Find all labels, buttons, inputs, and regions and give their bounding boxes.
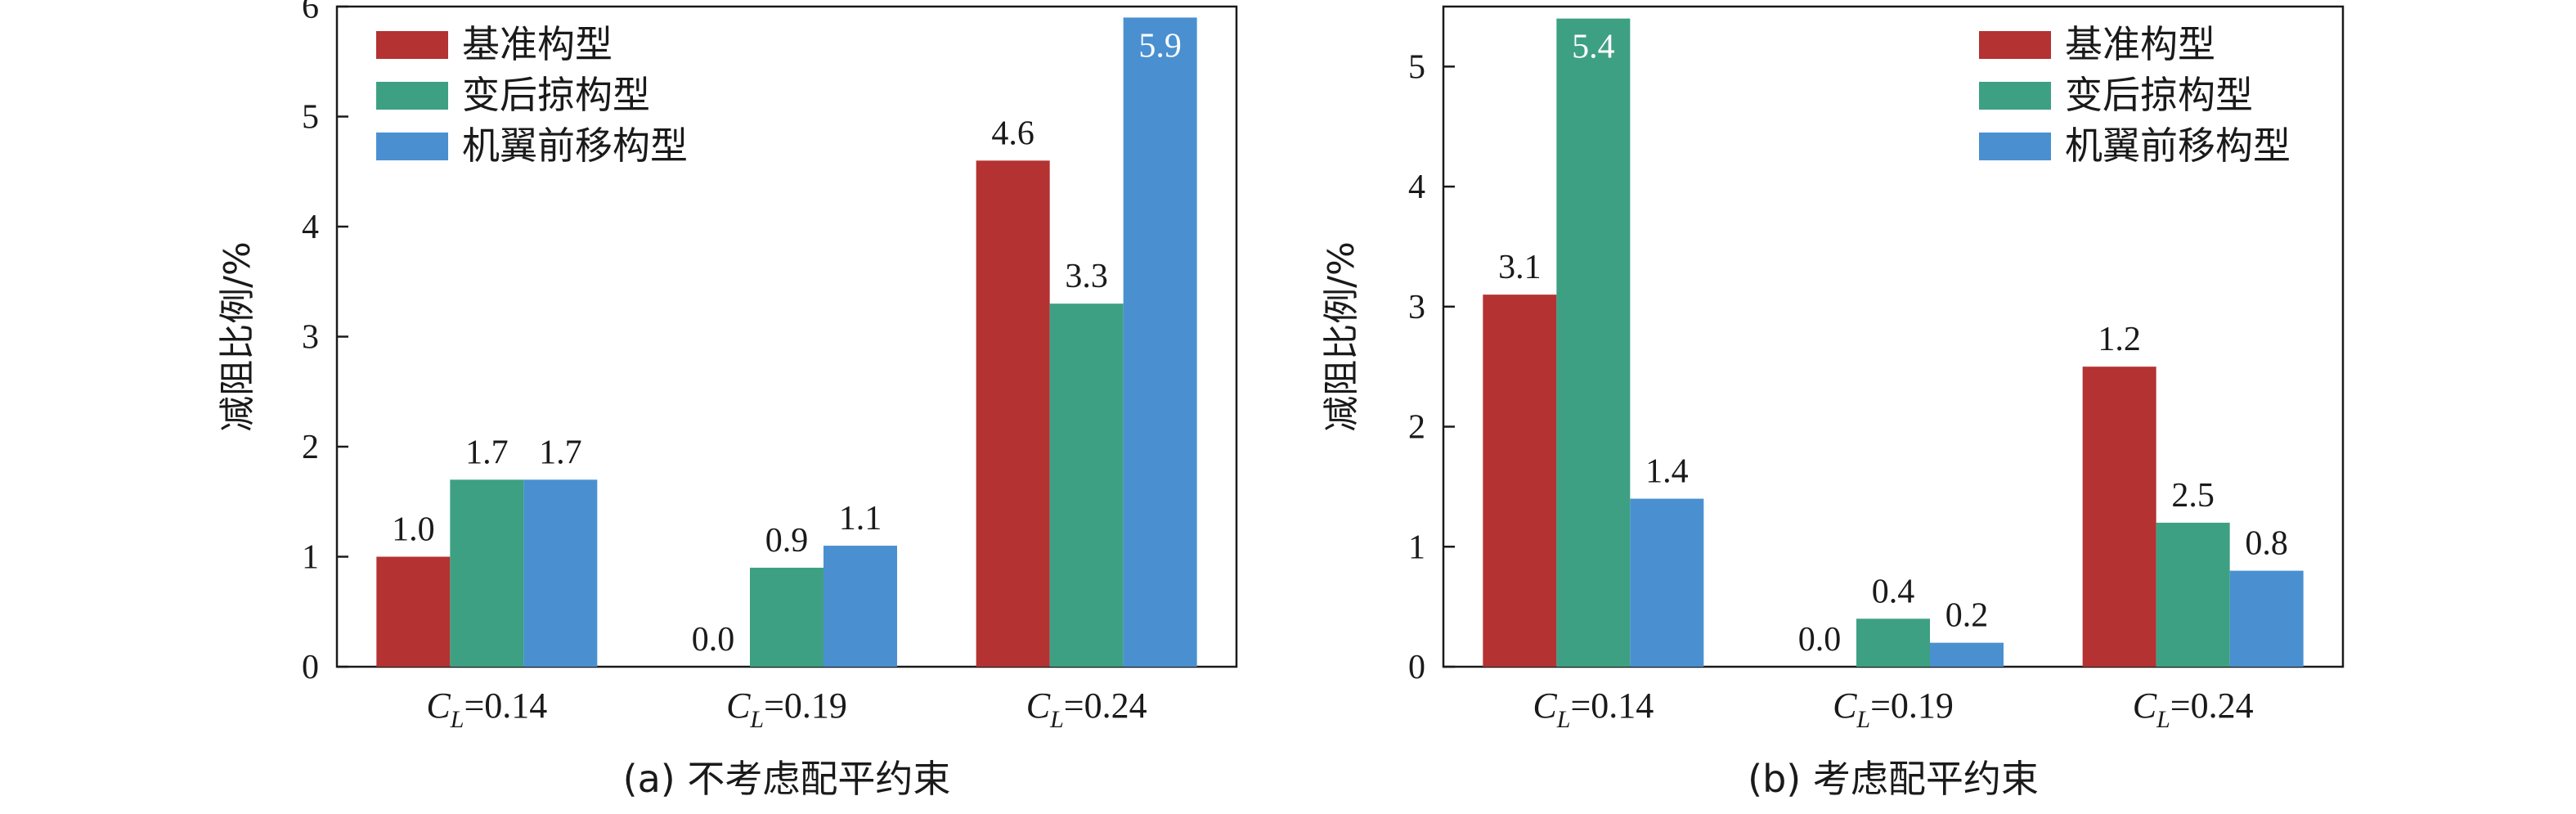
legend-swatch xyxy=(1979,31,2051,59)
legend-label: 机翼前移构型 xyxy=(2065,124,2291,168)
data-label: 1.0 xyxy=(392,511,435,549)
data-label: 1.7 xyxy=(465,434,509,471)
bar xyxy=(976,160,1050,668)
legend-label: 基准构型 xyxy=(462,22,613,66)
bar xyxy=(2229,570,2304,667)
legend-label: 基准构型 xyxy=(2065,22,2215,66)
data-label: 1.1 xyxy=(839,500,882,537)
data-label: 3.1 xyxy=(1498,249,1542,286)
data-label: 0.0 xyxy=(1798,621,1842,659)
data-label: 0.9 xyxy=(765,522,809,560)
chart-caption: (a) 不考虑配平约束 xyxy=(623,757,951,801)
data-label: 0.8 xyxy=(2245,525,2288,563)
legend-swatch xyxy=(376,31,448,59)
legend-swatch xyxy=(376,82,448,110)
y-axis-label: 减阻比例/% xyxy=(217,241,258,432)
bar xyxy=(1630,498,1704,667)
x-tick-label: CL=0.24 xyxy=(1026,686,1147,733)
bar xyxy=(2156,522,2230,667)
legend-swatch xyxy=(1979,82,2051,110)
data-label: 0.4 xyxy=(1872,573,1915,610)
bar xyxy=(1123,17,1197,667)
data-label: 1.7 xyxy=(539,434,582,471)
chart-caption: (b) 考虑配平约束 xyxy=(1748,757,2039,801)
y-tick-label: 3 xyxy=(1408,289,1425,326)
y-tick-label: 5 xyxy=(302,99,319,137)
x-tick-label: CL=0.24 xyxy=(2133,686,2254,733)
bar xyxy=(376,556,451,667)
bar xyxy=(750,567,824,667)
legend-label: 机翼前移构型 xyxy=(462,124,688,168)
y-tick-label: 1 xyxy=(302,539,319,577)
y-tick-label: 4 xyxy=(302,209,319,246)
bar xyxy=(824,546,897,667)
data-label: 5.4 xyxy=(1572,29,1615,66)
y-tick-label: 2 xyxy=(1408,409,1425,447)
y-tick-label: 1 xyxy=(1408,528,1425,566)
x-tick-label: CL=0.19 xyxy=(726,686,847,733)
bar xyxy=(450,479,524,667)
data-label: 2.5 xyxy=(2171,477,2215,515)
data-label: 1.2 xyxy=(2098,321,2141,358)
y-tick-label: 3 xyxy=(302,319,319,357)
bar xyxy=(523,479,598,667)
y-axis-label: 减阻比例/% xyxy=(1321,241,1362,432)
bar xyxy=(1049,304,1124,667)
chart-panel-a: 0 1 2 3 4 5 6 减阻比例/% CL=0.14 1.0 1.7 1.7 CL=0.19 0.0 0… xyxy=(217,0,1238,801)
data-label: 5.9 xyxy=(1138,27,1182,65)
data-label: 4.6 xyxy=(991,115,1034,152)
legend-label: 变后掠构型 xyxy=(462,73,650,117)
chart-panel-b: 0 1 2 3 4 5 减阻比例/% CL=0.14 3.1 5.4 1.4 CL=0.19 0.0 0.… xyxy=(1321,5,2345,801)
x-tick-label: CL=0.14 xyxy=(426,686,547,733)
bar xyxy=(1856,618,1930,667)
bar xyxy=(1483,295,1557,667)
y-tick-label: 2 xyxy=(302,429,319,466)
x-tick-label: CL=0.19 xyxy=(1833,686,1954,733)
legend-label: 变后掠构型 xyxy=(2065,73,2253,117)
data-label: 0.0 xyxy=(692,621,735,659)
y-tick-label: 5 xyxy=(1408,48,1425,86)
y-tick-label: 6 xyxy=(302,0,319,26)
data-label: 0.2 xyxy=(1945,597,1989,635)
y-tick-label: 0 xyxy=(302,649,319,686)
legend-swatch xyxy=(376,133,448,160)
data-label: 3.3 xyxy=(1065,258,1108,295)
bar xyxy=(1556,18,1631,667)
bar xyxy=(1930,642,2004,667)
x-tick-label: CL=0.14 xyxy=(1533,686,1654,733)
y-tick-label: 4 xyxy=(1408,169,1425,206)
data-label: 1.4 xyxy=(1645,453,1689,491)
bar xyxy=(2082,367,2156,667)
y-tick-label: 0 xyxy=(1408,649,1425,686)
legend-swatch xyxy=(1979,133,2051,160)
